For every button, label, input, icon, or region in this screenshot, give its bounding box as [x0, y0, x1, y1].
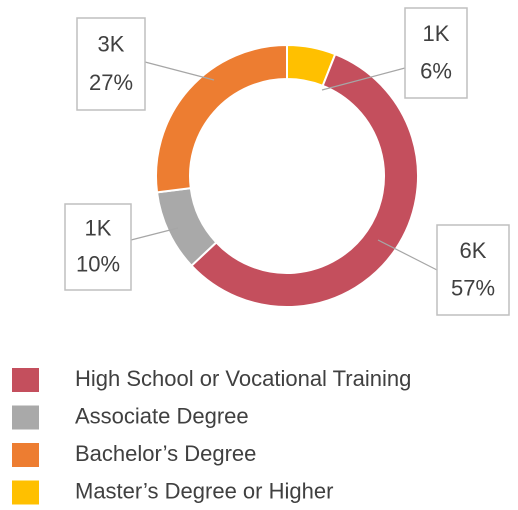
leader-line	[130, 227, 179, 241]
label-box	[76, 17, 146, 111]
legend-label: Associate Degree	[75, 403, 249, 428]
count-label: 6K	[460, 238, 487, 263]
count-label: 3K	[98, 31, 125, 56]
legend-swatch	[12, 405, 39, 430]
donut-slice	[190, 52, 419, 308]
legend-swatch	[12, 368, 39, 392]
label-box	[436, 224, 510, 316]
leader-line	[377, 239, 438, 271]
legend-label: Bachelor’s Degree	[75, 441, 256, 466]
value-label: 10%	[76, 252, 120, 277]
donut-slice	[155, 43, 288, 194]
count-label: 1K	[85, 216, 112, 241]
leader-line	[144, 61, 215, 81]
label-box	[64, 203, 132, 291]
legend-swatch	[12, 443, 39, 467]
value-label: 27%	[89, 70, 133, 95]
value-label: 57%	[451, 276, 495, 301]
label-box	[404, 7, 468, 99]
leader-line	[321, 67, 406, 91]
count-label: 1K	[423, 21, 450, 46]
legend-swatch	[12, 480, 39, 505]
value-label: 6%	[420, 59, 452, 84]
legend-label: High School or Vocational Training	[75, 366, 411, 391]
legend-label: Master’s Degree or Higher	[75, 478, 333, 503]
